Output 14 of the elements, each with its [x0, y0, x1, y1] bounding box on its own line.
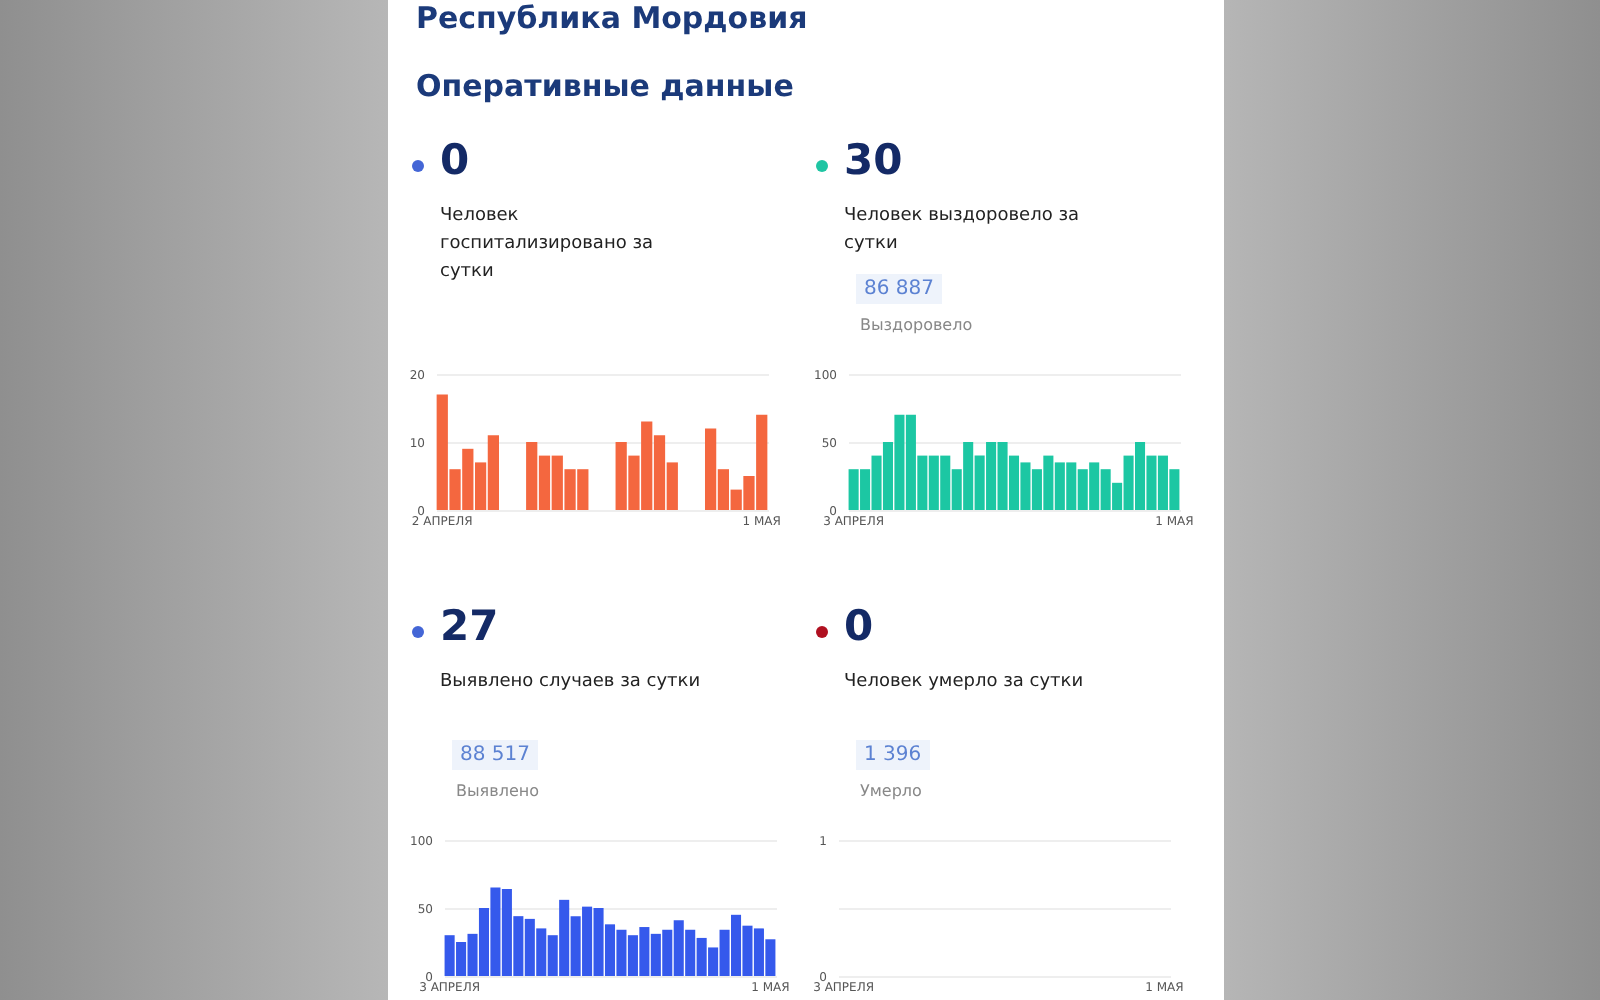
chart-subtitle: Человек госпитализировано за сутки	[440, 204, 656, 286]
text: 1 396	[856, 740, 930, 770]
text: Выявлено	[456, 782, 539, 800]
text: Республика Мордовия	[416, 0, 808, 36]
text: Оперативные данные	[416, 68, 794, 104]
text: Выздоровело	[860, 316, 973, 334]
text: 88 517	[452, 740, 538, 770]
chart-title: 30	[844, 136, 903, 184]
chart-subtitle: Человек умерло за сутки	[844, 670, 1086, 696]
text: 86 887	[856, 274, 942, 304]
chart-subtitle: Выявлено случаев за сутки	[440, 670, 703, 696]
chart-subtitle: Человек выздоровело за сутки	[844, 204, 1082, 258]
chart-title: 27	[440, 602, 499, 650]
text: Умерло	[860, 782, 922, 800]
